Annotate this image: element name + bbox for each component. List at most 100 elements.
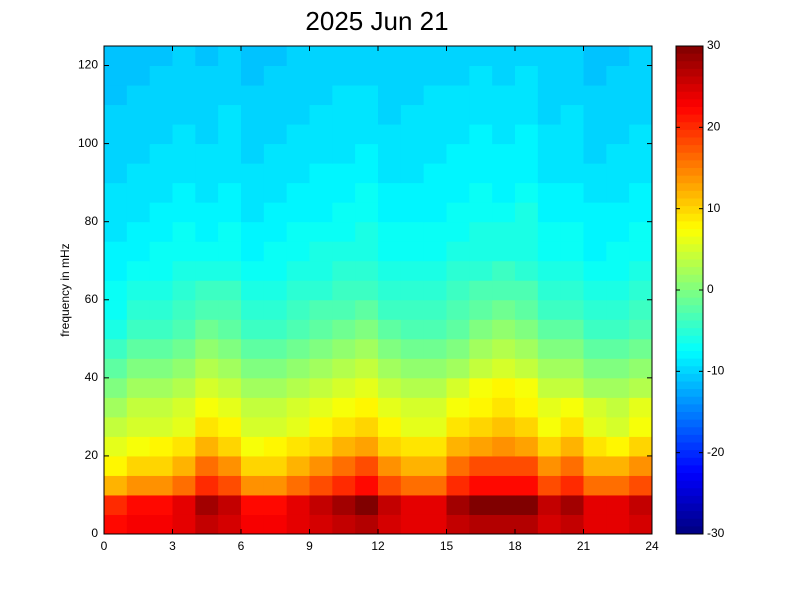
- heatmap-cell: [537, 241, 562, 262]
- heatmap-cell: [195, 46, 219, 67]
- heatmap-cell: [286, 494, 310, 515]
- heatmap-cell: [309, 202, 333, 223]
- heatmap-cell: [560, 221, 584, 242]
- heatmap-cell: [286, 65, 310, 86]
- heatmap-cell: [515, 163, 539, 184]
- heatmap-cell: [446, 514, 470, 535]
- heatmap-cell: [446, 202, 470, 223]
- heatmap-cell: [149, 182, 173, 203]
- colorbar-segment: [676, 61, 703, 70]
- heatmap-cell: [583, 65, 607, 86]
- heatmap-cell: [355, 260, 379, 281]
- colorbar-segment: [676, 68, 703, 77]
- heatmap-cell: [355, 221, 379, 242]
- heatmap-cell: [537, 221, 562, 242]
- heatmap-cell: [218, 514, 242, 535]
- x-tick-label: 6: [238, 539, 245, 553]
- heatmap-cell: [469, 46, 493, 67]
- heatmap-cell: [515, 319, 539, 340]
- heatmap-cell: [263, 163, 288, 184]
- heatmap-cell: [583, 416, 607, 437]
- heatmap-cell: [126, 436, 151, 457]
- x-tick-label: 24: [645, 539, 659, 553]
- heatmap-cell: [218, 104, 242, 125]
- heatmap-cell: [469, 85, 493, 106]
- colorbar-segment: [676, 274, 703, 283]
- colorbar-segment: [676, 473, 703, 482]
- heatmap-cell: [104, 377, 128, 398]
- heatmap-cell: [172, 221, 196, 242]
- colorbar-segment: [676, 419, 703, 428]
- x-tick-label: 12: [371, 539, 385, 553]
- heatmap-cell: [218, 260, 242, 281]
- heatmap-cell: [492, 143, 516, 164]
- heatmap-cell: [400, 241, 425, 262]
- heatmap-cell: [309, 319, 333, 340]
- heatmap-cell: [195, 65, 219, 86]
- heatmap-cell: [537, 143, 562, 164]
- heatmap-cell: [423, 260, 447, 281]
- heatmap-cell: [104, 436, 128, 457]
- heatmap-cell: [263, 46, 288, 67]
- heatmap-cell: [515, 436, 539, 457]
- heatmap-cell: [263, 202, 288, 223]
- heatmap-cell: [172, 475, 196, 496]
- heatmap-cell: [537, 260, 562, 281]
- y-tick-label: 0: [91, 526, 98, 540]
- heatmap-cell: [583, 143, 607, 164]
- colorbar-segment: [676, 76, 703, 85]
- heatmap-cell: [218, 397, 242, 418]
- colorbar-segment: [676, 465, 703, 474]
- heatmap-cell: [218, 377, 242, 398]
- heatmap-cell: [241, 202, 265, 223]
- heatmap-cell: [583, 104, 607, 125]
- heatmap-cell: [149, 436, 173, 457]
- heatmap-cell: [606, 436, 630, 457]
- heatmap-cell: [423, 514, 447, 535]
- heatmap-cell: [172, 319, 196, 340]
- heatmap-cell: [515, 221, 539, 242]
- heatmap-cell: [263, 221, 288, 242]
- heatmap-cell: [172, 280, 196, 301]
- colorbar-segment: [676, 427, 703, 436]
- heatmap-cell: [515, 182, 539, 203]
- heatmap-cell: [560, 514, 584, 535]
- heatmap-cell: [263, 475, 288, 496]
- heatmap-cell: [629, 46, 653, 67]
- heatmap-cell: [309, 143, 333, 164]
- heatmap-cell: [126, 104, 151, 125]
- heatmap-cell: [515, 358, 539, 379]
- heatmap-cell: [515, 124, 539, 145]
- heatmap-cell: [332, 163, 356, 184]
- heatmap-cell: [446, 104, 470, 125]
- heatmap-cell: [629, 182, 653, 203]
- heatmap-cell: [126, 46, 151, 67]
- heatmap-cell: [378, 182, 402, 203]
- heatmap-cell: [378, 85, 402, 106]
- colorbar-segment: [676, 282, 703, 291]
- heatmap-cell: [332, 202, 356, 223]
- heatmap-cell: [149, 377, 173, 398]
- heatmap-cell: [241, 397, 265, 418]
- heatmap-cell: [309, 163, 333, 184]
- heatmap-cell: [286, 319, 310, 340]
- heatmap-cell: [355, 143, 379, 164]
- heatmap-cell: [629, 299, 653, 320]
- heatmap-cell: [469, 65, 493, 86]
- heatmap-cell: [378, 221, 402, 242]
- heatmap-cell: [515, 202, 539, 223]
- heatmap-cell: [218, 475, 242, 496]
- heatmap-cell: [241, 65, 265, 86]
- heatmap-cell: [195, 436, 219, 457]
- heatmap-cell: [492, 221, 516, 242]
- heatmap-cell: [629, 475, 653, 496]
- heatmap-cell: [446, 221, 470, 242]
- heatmap-cell: [241, 46, 265, 67]
- colorbar-segment: [676, 99, 703, 108]
- heatmap-cell: [378, 416, 402, 437]
- heatmap-cell: [126, 143, 151, 164]
- colorbar-segment: [676, 518, 703, 527]
- colorbar-segment: [676, 526, 703, 535]
- heatmap-cell: [423, 319, 447, 340]
- heatmap-cell: [400, 124, 425, 145]
